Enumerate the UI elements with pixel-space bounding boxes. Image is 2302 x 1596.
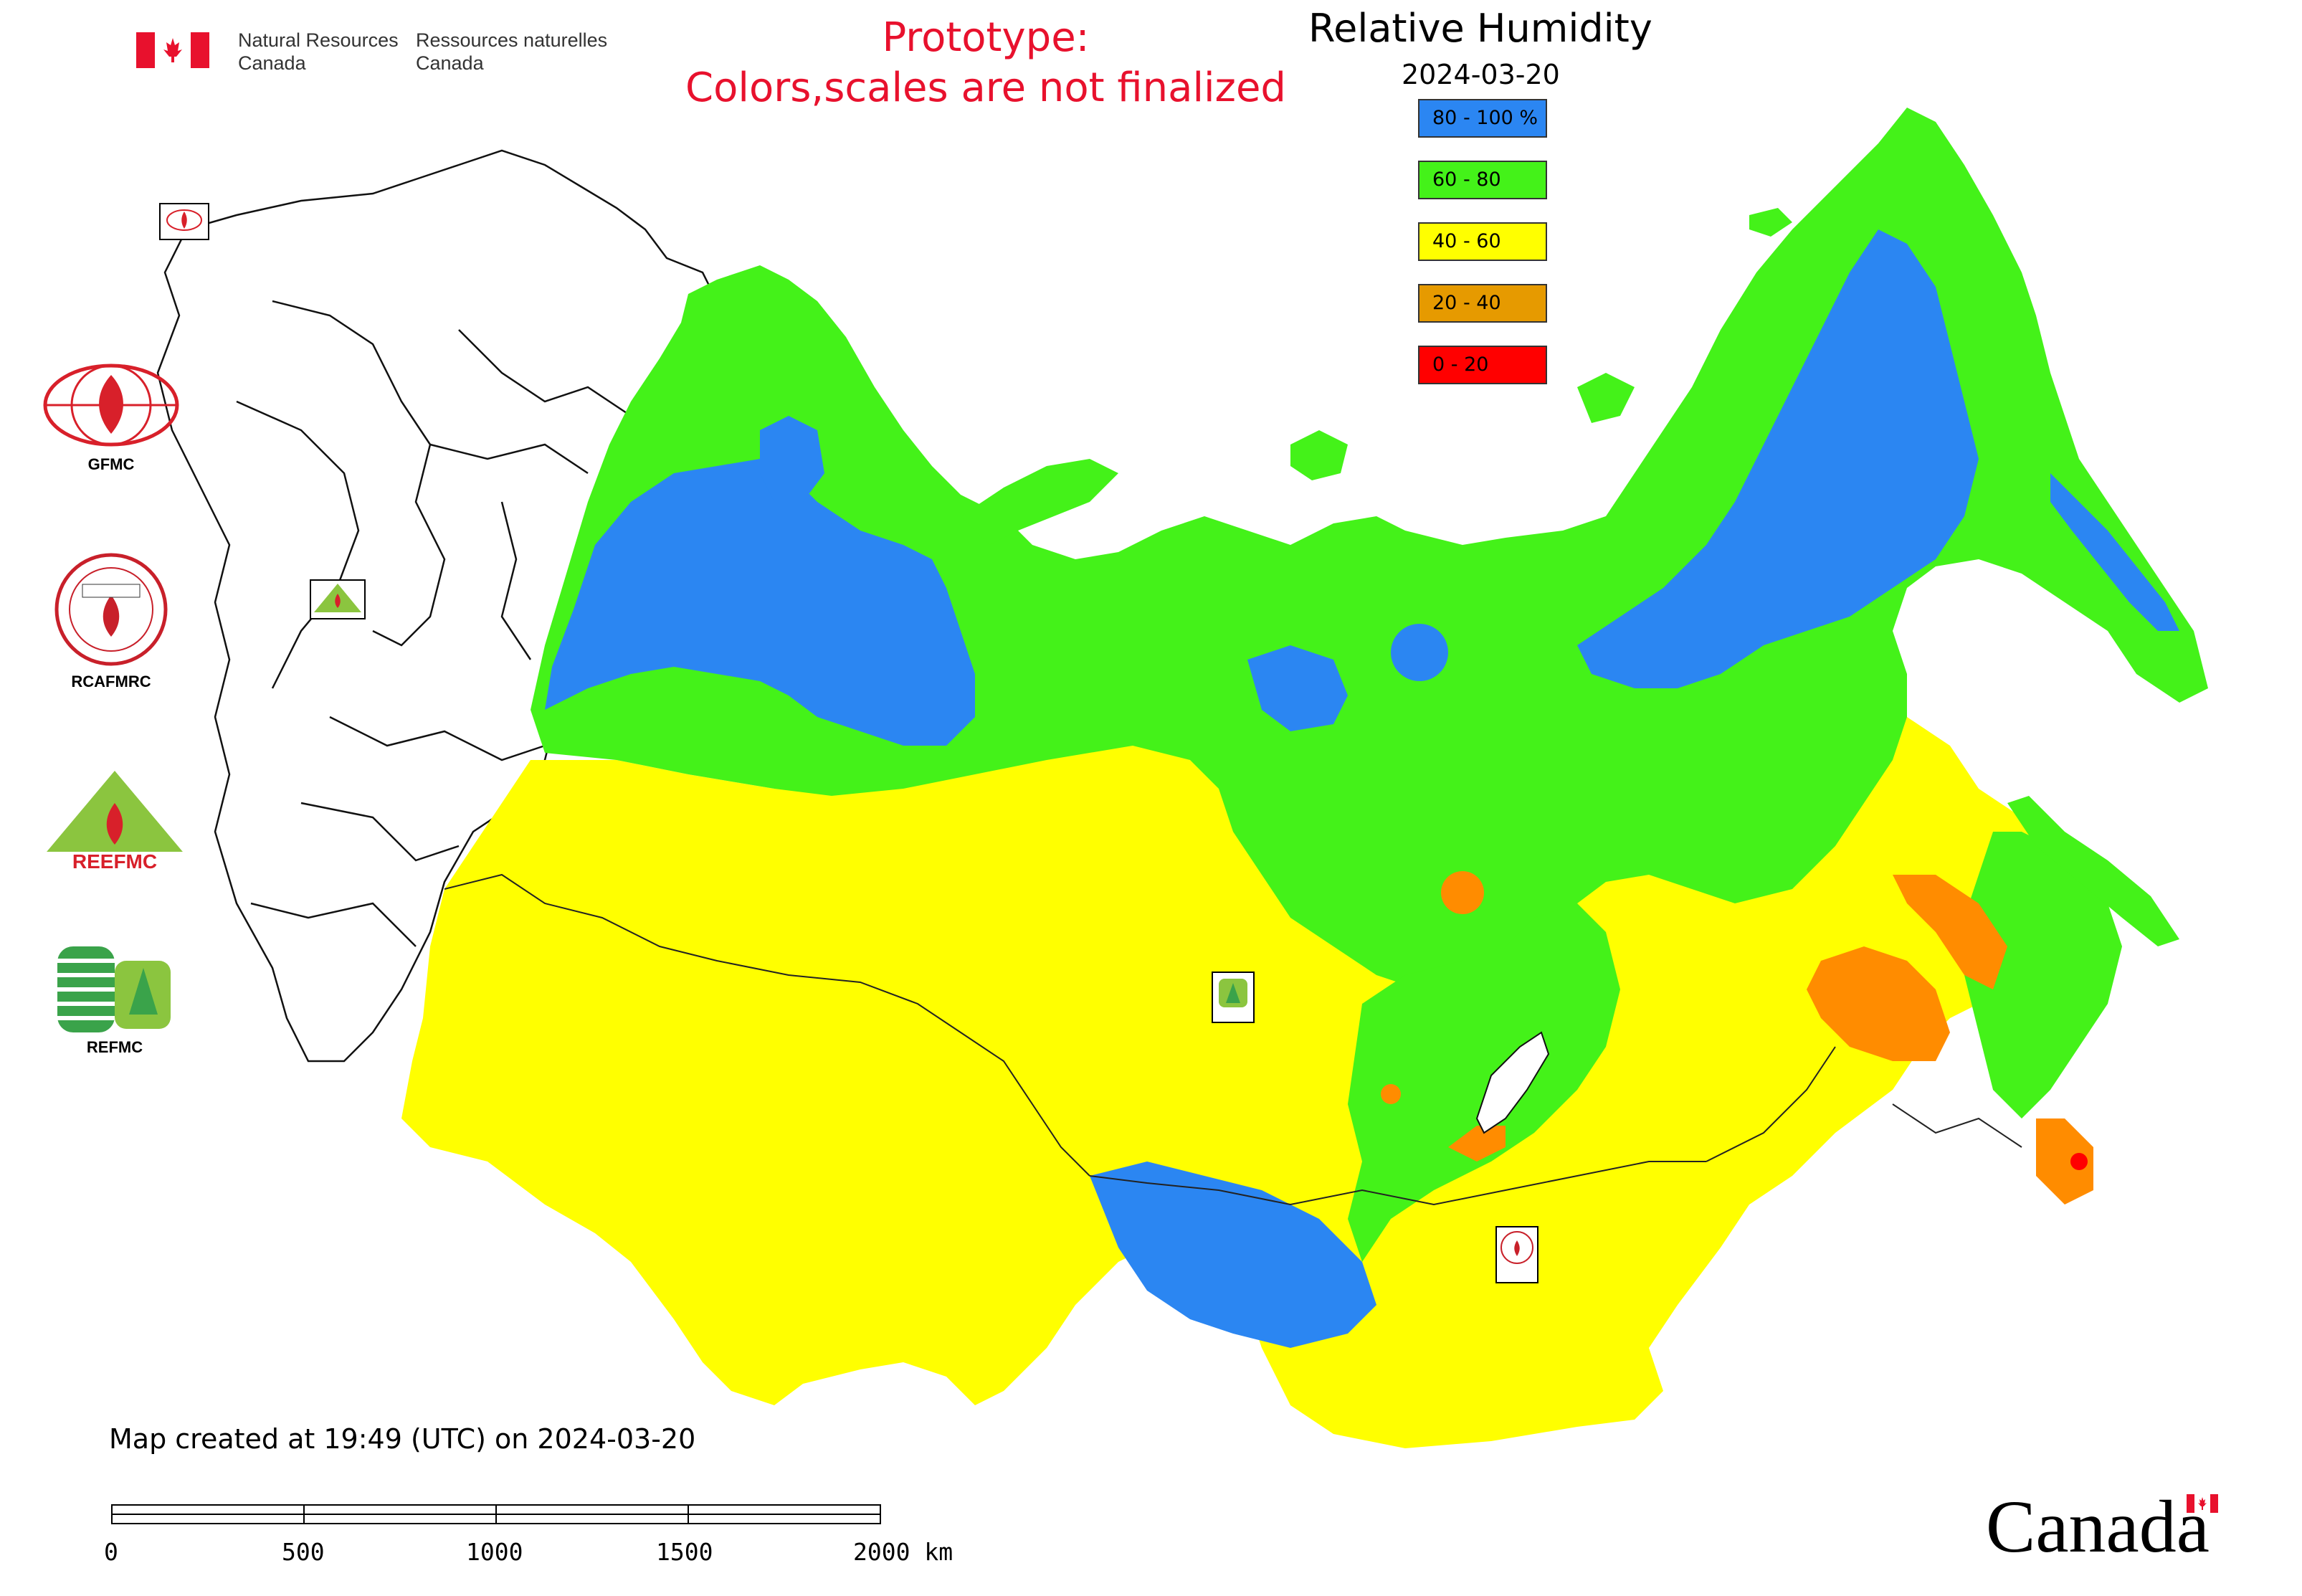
agency-name-fr: Ressources naturelles Canada — [416, 29, 608, 74]
refmc-emblem-icon — [57, 946, 171, 1032]
reefmc-badge-icon — [314, 584, 361, 612]
region-novaya-zemlya — [961, 459, 1118, 545]
scale-tick-500: 500 — [282, 1538, 325, 1566]
legend-item-60-80: 60 - 80 — [1418, 161, 1547, 199]
legend-label: 40 - 60 — [1432, 230, 1501, 252]
region-blue-lake — [1391, 624, 1448, 681]
region-orange-spot-1 — [1441, 871, 1484, 914]
gfmc-logo: GFMC — [39, 362, 183, 474]
region-orange-baikal — [1448, 1126, 1506, 1162]
canada-wordmark: Canada — [1986, 1484, 2230, 1570]
scale-bar — [111, 1504, 882, 1526]
legend-item-20-40: 20 - 40 — [1418, 284, 1547, 323]
legend-item-40-60: 40 - 60 — [1418, 222, 1547, 261]
canada-flag-icon — [136, 32, 209, 68]
rcafmrc-badge — [1495, 1226, 1538, 1283]
region-green-south — [1348, 903, 1620, 1262]
agency-name-en: Natural Resources Canada — [238, 29, 399, 74]
region-severnaya-zemlya — [1290, 430, 1348, 480]
region-green-fareast — [1964, 832, 2122, 1118]
region-orange-khabarovsk — [1893, 875, 2007, 989]
reefmc-wordmark: REEFMC — [72, 850, 157, 873]
region-green — [531, 108, 2208, 989]
reefmc-emblem-icon: REEFMC — [36, 771, 194, 873]
gfmc-label: GFMC — [87, 455, 135, 473]
lake-baikal — [1475, 1031, 1550, 1134]
region-orange-primorye — [2036, 1118, 2093, 1205]
region-blue-south — [1090, 1162, 1376, 1348]
legend-item-80-100: 80 - 100 % — [1418, 99, 1547, 138]
legend-label: 0 - 20 — [1432, 353, 1489, 376]
map-created-note: Map created at 19:49 (UTC) on 2024-03-20 — [109, 1423, 696, 1455]
region-orange-amur — [1807, 946, 1950, 1061]
region-blue-central — [1247, 645, 1348, 731]
region-blue-kamchatka — [2050, 473, 2179, 631]
map-date: 2024-03-20 — [1402, 59, 1560, 90]
scale-tick-2000: 2000 km — [853, 1538, 953, 1566]
borders — [444, 873, 2022, 1206]
region-blue-east — [1577, 229, 1979, 688]
refmc-label: REFMC — [86, 1038, 143, 1056]
legend-item-0-20: 0 - 20 — [1418, 346, 1547, 384]
scale-tick-1500: 1500 — [656, 1538, 713, 1566]
canada-wordmark-flag-icon — [2187, 1494, 2218, 1513]
rcafmrc-label: RCAFMRC — [71, 673, 151, 690]
scale-tick-0: 0 — [104, 1538, 118, 1566]
rcafmrc-badge-icon — [1500, 1231, 1533, 1264]
refmc-logo: REFMC — [57, 946, 201, 1057]
legend-label: 60 - 80 — [1432, 168, 1501, 191]
rcafmrc-emblem-icon — [54, 553, 168, 666]
region-new-siberian-islands — [1577, 373, 1635, 423]
scale-bar-graphic — [111, 1504, 881, 1524]
reefmc-logo: REEFMC — [36, 767, 194, 878]
europe-outline — [156, 149, 718, 1063]
region-blue-west — [545, 459, 975, 746]
scale-tick-1000: 1000 — [466, 1538, 523, 1566]
refmc-badge-icon — [1219, 979, 1247, 1007]
region-orange-spot-2 — [1381, 1084, 1401, 1104]
gfmc-badge — [159, 203, 209, 240]
rcafmrc-logo: RCAFMRC — [39, 552, 183, 691]
legend-label: 80 - 100 % — [1432, 107, 1538, 129]
canada-wordmark-text: Canada — [1986, 1486, 2210, 1568]
prototype-notice: Prototype: Colors,scales are not finaliz… — [685, 14, 1286, 111]
region-wrangel — [1749, 208, 1792, 237]
gfmc-badge-icon — [166, 209, 202, 231]
refmc-badge — [1212, 972, 1255, 1023]
region-red-spot — [2070, 1153, 2088, 1170]
region-blue-kola — [760, 416, 824, 502]
gfmc-emblem-icon — [43, 364, 179, 447]
reefmc-badge — [310, 579, 366, 619]
region-sakhalin — [2007, 796, 2179, 946]
legend-label: 20 - 40 — [1432, 292, 1501, 314]
map-title: Relative Humidity — [1308, 6, 1652, 51]
